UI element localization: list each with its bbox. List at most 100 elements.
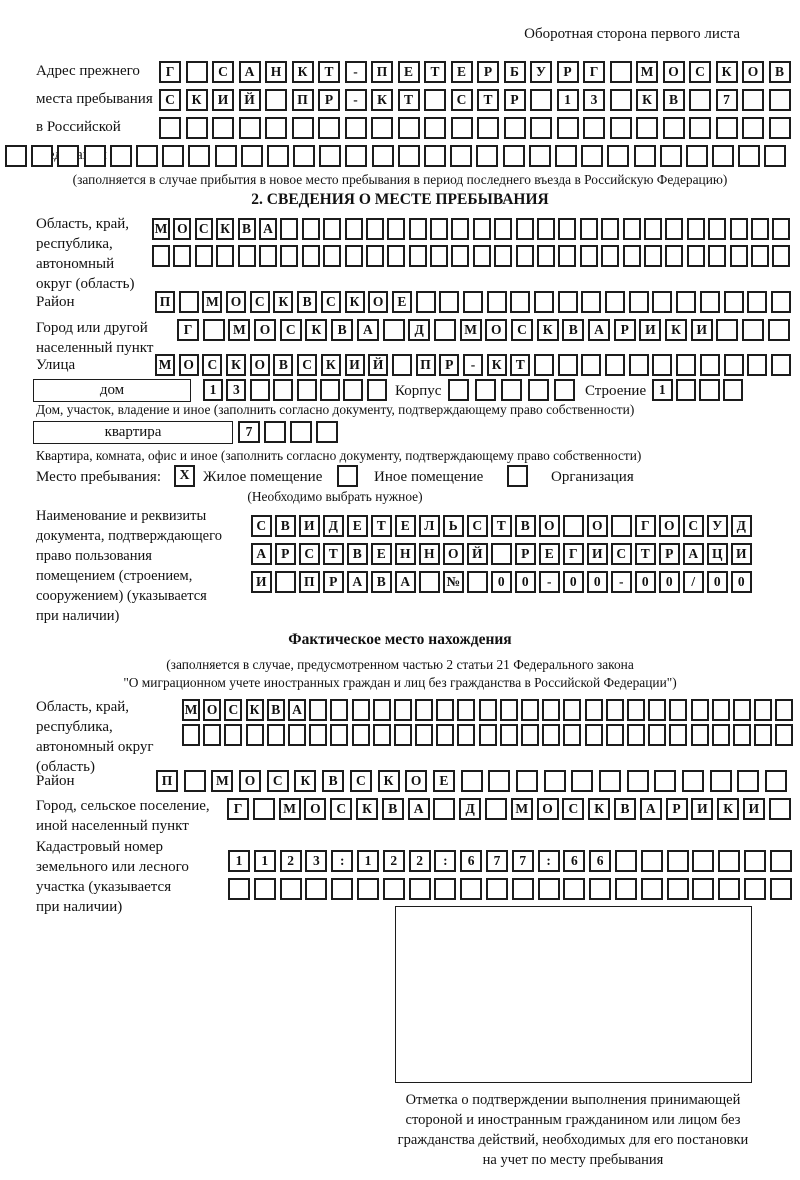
char-cell [391, 354, 412, 376]
char-cell [499, 724, 518, 746]
char-cell [609, 117, 632, 139]
char-cell: И [299, 515, 320, 537]
label-line: Кадастровый номер [36, 839, 163, 855]
char-cell [742, 319, 765, 341]
char-cell: В [371, 571, 392, 593]
stay-option-other-checkbox [337, 465, 358, 487]
char-cell: С [194, 218, 213, 240]
char-cell [754, 724, 773, 746]
char-cell [769, 850, 792, 872]
char-cell [699, 354, 720, 376]
char-cell [750, 218, 769, 240]
char-cell [397, 117, 420, 139]
char-cell [614, 850, 637, 872]
char-cell: О [742, 61, 764, 83]
char-cell [460, 770, 483, 792]
char-cell [424, 89, 446, 111]
char-cell: Е [391, 291, 412, 313]
char-cell: 2 [382, 850, 405, 872]
char-cell: А [258, 218, 277, 240]
char-cell [711, 699, 730, 721]
char-cell: Е [450, 61, 473, 83]
house-box-label: дом [33, 379, 191, 402]
char-cell [344, 245, 363, 267]
char-cell [265, 89, 287, 111]
char-cell [767, 319, 790, 341]
char-cell: У [530, 61, 552, 83]
label-line: при наличии) [36, 608, 120, 624]
char-cell [182, 724, 200, 746]
char-cell [601, 245, 620, 267]
char-cell: С [249, 291, 270, 313]
char-cell [291, 117, 314, 139]
char-cell [430, 218, 449, 240]
label-line: помещением (строением, [36, 568, 193, 584]
char-cell [738, 145, 761, 167]
char-cell [542, 699, 561, 721]
section2-title: 2. СВЕДЕНИЯ О МЕСТЕ ПРЕБЫВАНИЯ [251, 191, 549, 208]
char-cell: И [690, 319, 713, 341]
char-cell: 3 [583, 89, 605, 111]
label-line: земельного или лесного [36, 859, 189, 875]
char-cell [676, 354, 697, 376]
char-cell: К [377, 770, 400, 792]
char-cell: П [156, 770, 178, 792]
char-cell [371, 145, 394, 167]
char-cell: Р [665, 798, 688, 820]
char-cell [558, 245, 577, 267]
char-cell [711, 724, 730, 746]
char-cell [716, 319, 739, 341]
char-cell [662, 117, 685, 139]
char-cell: И [639, 319, 662, 341]
label-line: Отметка о подтверждении выполнения прини… [405, 1092, 741, 1108]
char-cell [723, 354, 744, 376]
char-cell [501, 379, 523, 401]
char-cell [319, 379, 340, 401]
prev-address-caption: (заполняется в случае прибытия в новое м… [72, 172, 728, 187]
char-cell: Г [177, 319, 199, 341]
stay-option-residential-checkbox: X [174, 465, 195, 487]
char-cell: А [287, 699, 306, 721]
char-cell: Т [323, 543, 344, 565]
char-cell: Б [503, 61, 526, 83]
char-cell [330, 724, 349, 746]
char-cell: Р [613, 319, 636, 341]
char-cell: С [349, 770, 372, 792]
char-cell [330, 699, 349, 721]
char-cell [765, 770, 788, 792]
char-cell [769, 878, 792, 900]
char-cell: 7 [715, 89, 738, 111]
char-cell: Е [347, 515, 368, 537]
char-cell: А [251, 543, 272, 565]
char-cell [216, 245, 235, 267]
char-cell: 7 [238, 421, 260, 443]
char-cell [356, 878, 379, 900]
char-cell [581, 291, 602, 313]
char-cell: С [279, 319, 302, 341]
char-cell: : [434, 850, 457, 872]
char-cell: К [486, 354, 507, 376]
char-cell [485, 878, 508, 900]
char-cell [563, 878, 586, 900]
char-cell: Г [583, 61, 605, 83]
char-cell [609, 89, 632, 111]
label-line: (область) [36, 759, 95, 775]
stay-option-other-label: Иное помещение [374, 469, 484, 485]
char-cell: Ь [443, 515, 464, 537]
char-cell: 3 [305, 850, 328, 872]
char-cell [372, 699, 391, 721]
char-cell: Г [563, 543, 584, 565]
char-cell: Т [397, 89, 420, 111]
char-cell [365, 245, 384, 267]
char-cell: У [707, 515, 728, 537]
char-cell [436, 724, 455, 746]
char-cell [109, 145, 132, 167]
char-cell [393, 724, 412, 746]
char-cell [581, 145, 604, 167]
char-cell [188, 145, 211, 167]
char-cell [202, 319, 225, 341]
